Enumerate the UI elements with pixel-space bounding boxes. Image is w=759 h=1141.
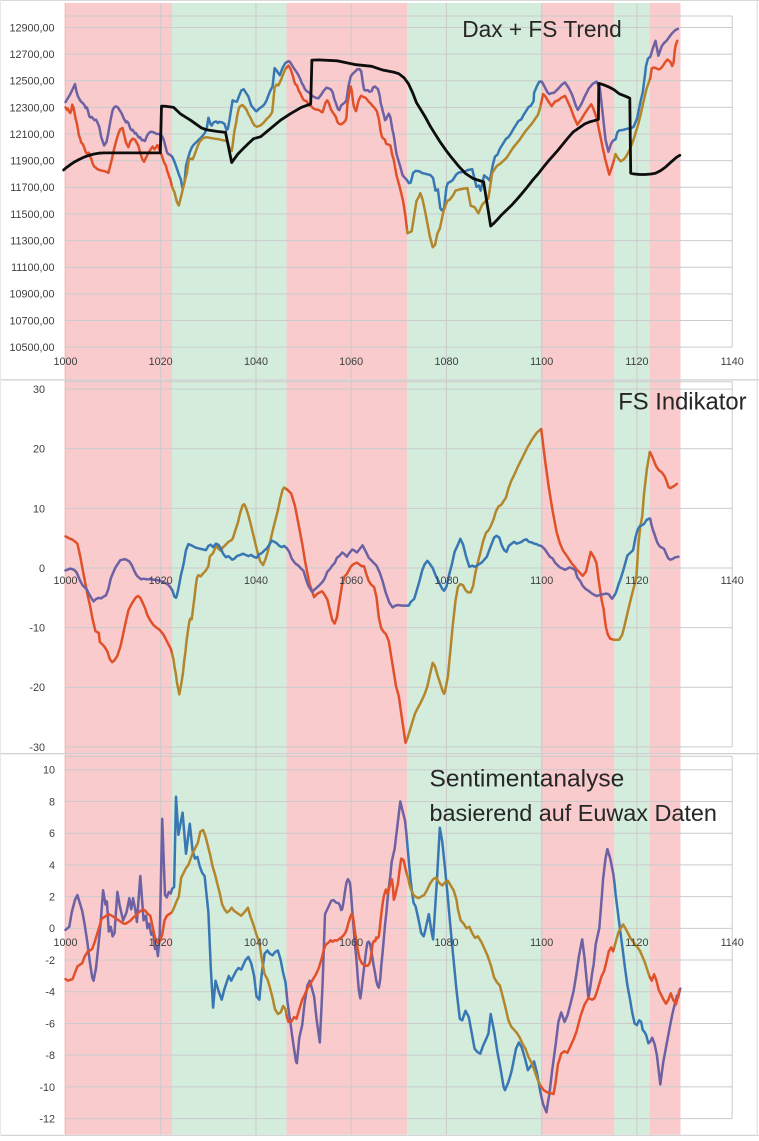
svg-text:1000: 1000 — [53, 575, 77, 587]
svg-text:12100,00: 12100,00 — [9, 129, 54, 141]
svg-text:1080: 1080 — [434, 575, 458, 587]
svg-text:11100,00: 11100,00 — [11, 262, 54, 274]
svg-text:basierend auf Euwax Daten: basierend auf Euwax Daten — [430, 800, 717, 826]
svg-text:-10: -10 — [29, 623, 45, 635]
svg-text:11900,00: 11900,00 — [10, 156, 54, 168]
svg-text:1120: 1120 — [625, 356, 648, 368]
svg-text:10900,00: 10900,00 — [9, 289, 54, 301]
svg-text:-2: -2 — [45, 955, 55, 967]
svg-text:11500,00: 11500,00 — [10, 209, 54, 221]
svg-text:1140: 1140 — [721, 937, 744, 949]
svg-text:1020: 1020 — [149, 937, 173, 949]
svg-text:0: 0 — [39, 563, 45, 575]
svg-text:-6: -6 — [45, 1018, 55, 1030]
svg-text:1060: 1060 — [339, 356, 363, 368]
svg-text:1040: 1040 — [244, 575, 268, 587]
svg-text:10: 10 — [43, 765, 55, 777]
svg-text:1100: 1100 — [530, 356, 553, 368]
svg-text:2: 2 — [49, 892, 55, 904]
svg-text:1140: 1140 — [721, 575, 744, 587]
svg-text:10700,00: 10700,00 — [9, 315, 54, 327]
svg-text:20: 20 — [33, 444, 45, 456]
svg-text:12900,00: 12900,00 — [9, 22, 54, 34]
svg-text:6: 6 — [49, 828, 55, 840]
svg-text:1120: 1120 — [625, 575, 648, 587]
svg-text:1000: 1000 — [53, 937, 77, 949]
svg-text:-8: -8 — [45, 1050, 55, 1062]
svg-text:-30: -30 — [29, 742, 45, 754]
svg-text:1140: 1140 — [721, 356, 744, 368]
svg-text:12500,00: 12500,00 — [9, 76, 54, 88]
svg-text:1020: 1020 — [149, 575, 173, 587]
svg-text:Sentimentanalyse: Sentimentanalyse — [430, 766, 625, 793]
svg-text:1000: 1000 — [53, 356, 77, 368]
svg-text:1120: 1120 — [625, 937, 648, 949]
svg-text:-12: -12 — [39, 1114, 55, 1126]
svg-text:1040: 1040 — [244, 356, 268, 368]
svg-text:30: 30 — [33, 384, 45, 396]
svg-text:10500,00: 10500,00 — [9, 342, 54, 354]
svg-text:10: 10 — [33, 503, 45, 515]
svg-text:11300,00: 11300,00 — [10, 236, 54, 248]
svg-text:Dax + FS Trend: Dax + FS Trend — [462, 16, 622, 42]
svg-text:1100: 1100 — [530, 937, 553, 949]
svg-text:4: 4 — [49, 860, 55, 872]
svg-text:11700,00: 11700,00 — [10, 182, 54, 194]
svg-text:1040: 1040 — [244, 937, 268, 949]
svg-text:-10: -10 — [39, 1082, 55, 1094]
svg-text:1020: 1020 — [149, 356, 173, 368]
svg-text:12700,00: 12700,00 — [9, 49, 54, 61]
svg-text:0: 0 — [49, 923, 55, 935]
svg-text:1100: 1100 — [530, 575, 553, 587]
svg-text:12300,00: 12300,00 — [9, 102, 54, 114]
svg-text:1080: 1080 — [434, 937, 458, 949]
svg-text:-4: -4 — [45, 987, 55, 999]
svg-text:FS Indikator: FS Indikator — [618, 389, 746, 416]
svg-text:1060: 1060 — [339, 575, 363, 587]
svg-text:1060: 1060 — [339, 937, 363, 949]
svg-text:-20: -20 — [29, 682, 45, 694]
svg-text:1080: 1080 — [434, 356, 458, 368]
svg-text:8: 8 — [49, 796, 55, 808]
